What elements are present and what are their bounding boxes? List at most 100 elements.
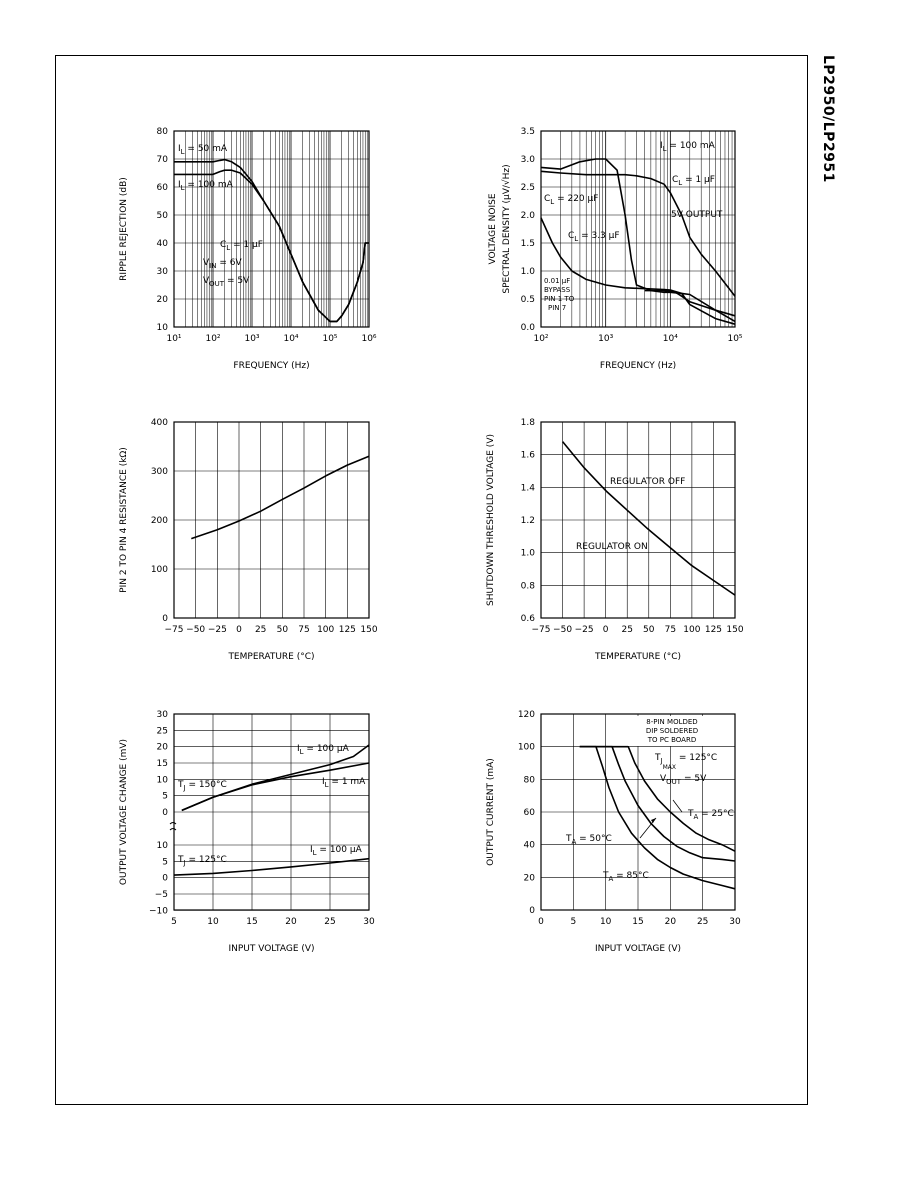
pin-resistance-chart: −75 −50 −25 0 25 50 75 100 125 150 0 100 200 300 400 TE… [119, 418, 378, 662]
resistance-xtick-label: 75 [298, 625, 309, 635]
linereg-xtick-label: 5 [171, 917, 177, 927]
linereg-ytick-upper: 25 [157, 726, 168, 736]
outcurrent-ytick-label: 20 [524, 873, 536, 883]
linereg-series-2-line [181, 762, 370, 812]
resistance-xtick-label: 0 [236, 625, 242, 635]
noise-ytick-label: 0.5 [521, 295, 535, 305]
linereg-xtick-label: 20 [285, 917, 297, 927]
outcurrent-ytick-label: 40 [524, 841, 536, 851]
outcurrent-xtick-label: 30 [729, 917, 741, 927]
noise-annotation-bypass2: BYPASS [544, 286, 571, 294]
noise-ytick-label: 0.0 [521, 323, 536, 333]
resistance-ytick-label: 100 [151, 565, 168, 575]
noise-xtick-label: 10⁴ [663, 334, 678, 344]
linereg-ytick-upper: 0 [162, 808, 168, 818]
shutdown-xtick-label: 75 [665, 625, 676, 635]
ripple-annotation-il100: IL = 100 mA [178, 180, 234, 192]
shutdown-xtick-label: 100 [683, 625, 700, 635]
linereg-ytick-lower: −5 [155, 890, 168, 900]
ripple-annotation-il50: IL = 50 mA [178, 144, 228, 156]
resistance-series-1-line [191, 455, 370, 540]
noise-ytick-label: 2.5 [521, 183, 535, 193]
shutdown-annotation-on: REGULATOR ON [576, 542, 648, 552]
resistance-xtick-label: 125 [339, 625, 356, 635]
noise-ytick-label: 1.5 [521, 239, 535, 249]
output-current-chart: 0 5 10 15 20 25 30 0 20 40 60 80 100 120 INPUT VOLTAGE… [486, 710, 741, 954]
ripple-annotation-cl: CL = 1 μF [220, 240, 263, 252]
outcurrent-annotation-vout: VOUT = 5V [660, 774, 707, 786]
noise-annotation-bypass4: PIN 7 [548, 304, 566, 312]
outcurrent-annotation-ta25: TA = 25°C [687, 809, 734, 821]
outcurrent-note-line3: TO PC BOARD [647, 736, 696, 744]
noise-xtick-label: 10³ [598, 334, 613, 344]
noise-series-2-line [540, 217, 736, 325]
linereg-annotation-tj150: TJ = 150°C [177, 780, 227, 792]
ripple-xlabel: FREQUENCY (Hz) [233, 361, 309, 371]
shutdown-xtick-label: 50 [643, 625, 655, 635]
resistance-xlabel: TEMPERATURE (°C) [227, 652, 314, 662]
linereg-ytick-lower: 0 [162, 874, 168, 884]
ripple-annotation-vin: VIN = 6V [203, 258, 242, 270]
ripple-series-2-line [174, 169, 369, 323]
ripple-ytick-label: 80 [157, 127, 169, 137]
noise-ytick-label: 1.0 [521, 267, 536, 277]
linereg-annotation-il100-low: IL = 100 μA [310, 845, 363, 857]
outcurrent-ytick-label: 100 [518, 743, 535, 753]
shutdown-ytick-label: 1.8 [521, 418, 536, 428]
outcurrent-ytick-label: 60 [524, 808, 536, 818]
noise-annotation-bypass3: PIN 1 TO [544, 295, 575, 303]
outcurrent-annotation-ta50: TA = 50°C [565, 834, 612, 846]
shutdown-ytick-label: 1.6 [521, 451, 536, 461]
linereg-ylabel: OUTPUT VOLTAGE CHANGE (mV) [119, 739, 129, 885]
linereg-annotation-il100: IL = 100 μA [297, 744, 350, 756]
linereg-ytick-upper: 15 [157, 759, 168, 769]
outcurrent-xtick-label: 10 [600, 917, 612, 927]
outcurrent-annotation-tjmax: TJMAX = 125°C [654, 753, 717, 771]
noise-series-1-line [540, 158, 736, 323]
ripple-ytick-label: 30 [157, 267, 169, 277]
linereg-annotation-il1: IL = 1 mA [322, 777, 366, 789]
linereg-ytick-upper: 20 [157, 743, 169, 753]
shutdown-xtick-label: −75 [532, 625, 551, 635]
linereg-ytick-upper: 10 [157, 775, 169, 785]
ripple-xtick-label: 10² [205, 334, 220, 344]
linereg-xtick-label: 25 [324, 917, 335, 927]
ripple-ytick-label: 10 [157, 323, 169, 333]
outcurrent-xtick-label: 0 [538, 917, 544, 927]
shutdown-annotation-off: REGULATOR OFF [610, 477, 685, 487]
outcurrent-ytick-label: 80 [524, 775, 536, 785]
resistance-xtick-label: 25 [255, 625, 266, 635]
noise-ytick-label: 3.0 [521, 155, 536, 165]
resistance-xtick-label: −50 [186, 625, 205, 635]
linereg-xlabel: INPUT VOLTAGE (V) [228, 944, 314, 954]
linereg-ytick-lower: −10 [149, 906, 168, 916]
outcurrent-note-line1: 8-PIN MOLDED [646, 718, 697, 726]
page-frame [55, 55, 808, 1105]
shutdown-xtick-label: 0 [603, 625, 609, 635]
part-number-label: LP2950/LP2951 [820, 55, 836, 183]
ripple-annotation-vout: VOUT = 5V [203, 276, 250, 288]
noise-xtick-label: 10⁵ [727, 334, 742, 344]
ripple-ytick-label: 60 [157, 183, 169, 193]
resistance-ylabel: PIN 2 TO PIN 4 RESISTANCE (kΩ) [119, 447, 129, 593]
outcurrent-leader-25 [672, 799, 683, 813]
shutdown-ytick-label: 0.8 [521, 581, 536, 591]
outcurrent-series-3-line [579, 745, 736, 852]
outcurrent-note-bg [628, 716, 718, 746]
outcurrent-xtick-label: 5 [570, 917, 576, 927]
line-regulation-chart: 0 5 10 15 20 25 30 −10 −5 0 5 10 5 10 15 20 25 30 INPUT VO… [119, 710, 375, 954]
outcurrent-xlabel: INPUT VOLTAGE (V) [595, 944, 681, 954]
ripple-xtick-label: 10⁶ [361, 334, 376, 344]
outcurrent-ylabel: OUTPUT CURRENT (mA) [486, 758, 496, 866]
linereg-ytick-upper: 30 [157, 710, 169, 720]
outcurrent-xtick-label: 20 [665, 917, 677, 927]
noise-ytick-label: 2.0 [521, 211, 536, 221]
noise-annotation-cl1: CL = 1 μF [672, 175, 715, 187]
noise-series-3-line [540, 170, 736, 297]
resistance-xtick-label: 100 [317, 625, 334, 635]
noise-series-4-line [644, 289, 736, 317]
linereg-xtick-label: 10 [207, 917, 219, 927]
shutdown-ylabel: SHUTDOWN THRESHOLD VOLTAGE (V) [486, 434, 496, 606]
shutdown-xlabel: TEMPERATURE (°C) [594, 652, 681, 662]
noise-ylabel-line2: SPECTRAL DENSITY (μV/√Hz) [501, 164, 512, 293]
